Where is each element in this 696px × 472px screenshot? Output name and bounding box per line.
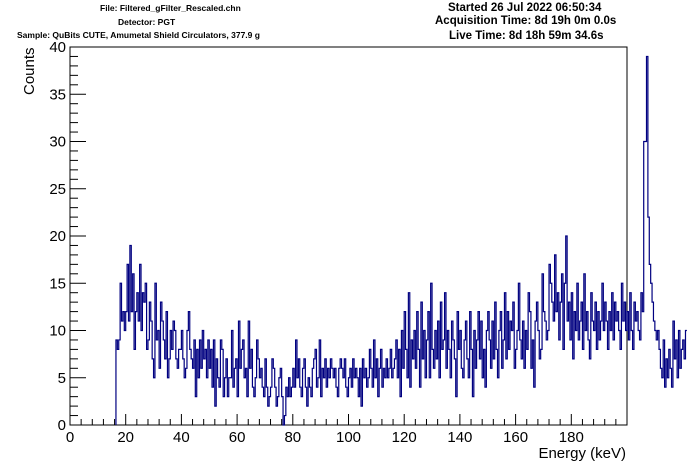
x-tick-label: 40 [173,429,190,446]
y-tick-label: 0 [58,417,66,434]
x-tick-label: 80 [284,429,301,446]
y-tick-label: 20 [49,228,66,245]
x-tick-label: 180 [559,429,584,446]
x-axis: 0 20 40 60 80 100 120 140 160 180 [66,414,628,446]
x-tick-label: 120 [392,429,417,446]
histogram-line [115,55,687,426]
x-tick-label: 20 [117,429,134,446]
y-tick-label: 15 [49,275,66,292]
y-axis-title: Counts [21,47,38,95]
file-name-label: File: Filtered_gFilter_Rescaled.chn [100,3,241,13]
started-label: Started 26 Jul 2022 06:50:34 [448,2,602,14]
x-tick-label: 0 [66,429,74,446]
x-tick-label: 160 [503,429,528,446]
y-tick-label: 10 [49,323,66,340]
x-tick-label: 60 [229,429,246,446]
y-tick-label: 30 [49,134,66,151]
acquisition-time-label: Acquisition Time: 8d 19h 0m 0.0s [435,15,617,27]
detector-label: Detector: PGT [118,17,176,27]
y-tick-label: 40 [49,39,66,56]
live-time-label: Live Time: 8d 18h 59m 34.6s [449,30,604,42]
sample-label: Sample: QuBits CUTE, Amumetal Shield Cir… [17,30,260,40]
y-axis: 0 5 10 15 20 25 30 35 40 [49,39,86,434]
x-tick-label: 100 [336,429,361,446]
y-tick-label: 5 [58,370,66,387]
x-tick-label: 140 [447,429,472,446]
y-tick-label: 35 [49,86,66,103]
y-tick-label: 25 [49,181,66,198]
x-axis-title: Energy (keV) [538,445,626,462]
